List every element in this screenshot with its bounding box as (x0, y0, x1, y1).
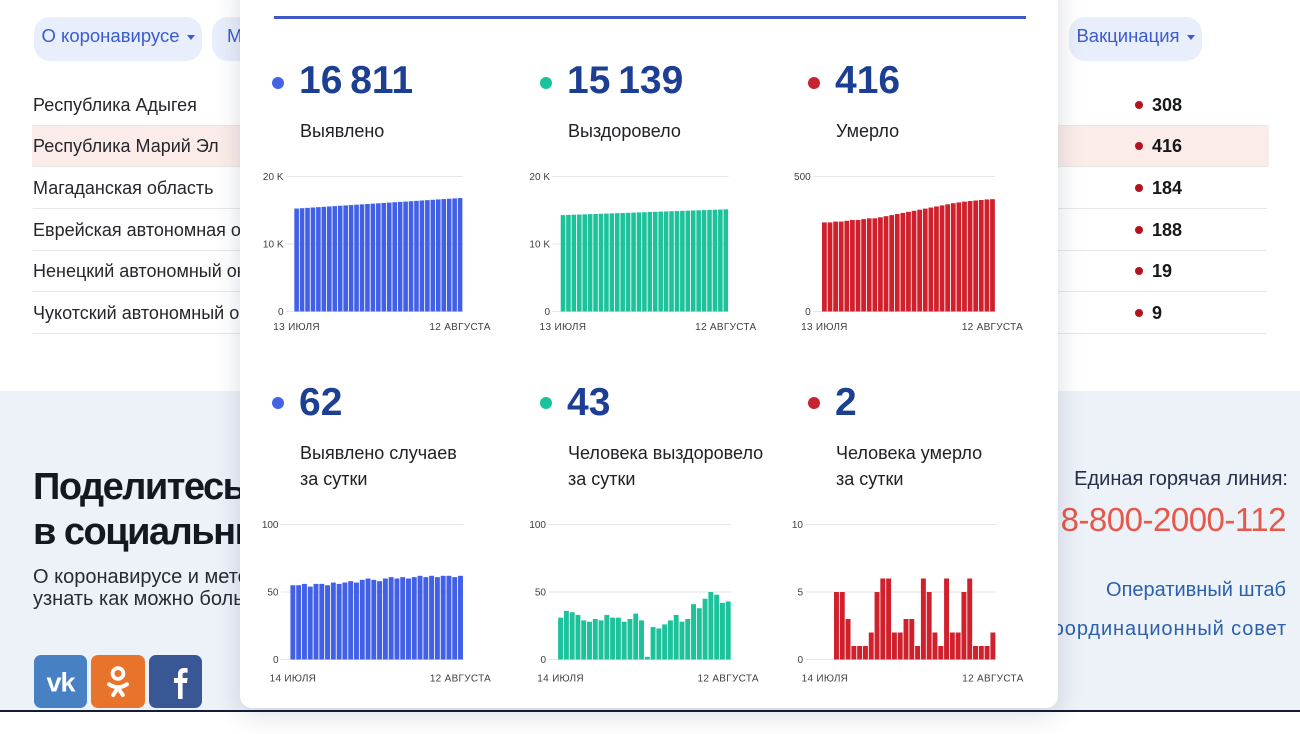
svg-text:12 АВГУСТА: 12 АВГУСТА (695, 322, 756, 333)
svg-text:12 АВГУСТА: 12 АВГУСТА (962, 322, 1023, 333)
svg-text:13 ИЮЛЯ: 13 ИЮЛЯ (540, 322, 587, 333)
svg-text:0: 0 (797, 655, 803, 666)
svg-text:20 K: 20 K (263, 172, 284, 183)
svg-text:20 K: 20 K (529, 172, 550, 183)
svg-text:12 АВГУСТА: 12 АВГУСТА (698, 673, 759, 684)
svg-text:100: 100 (529, 519, 546, 530)
svg-text:14 ИЮЛЯ: 14 ИЮЛЯ (802, 673, 849, 684)
svg-text:10 K: 10 K (263, 240, 284, 251)
svg-text:50: 50 (267, 587, 279, 598)
svg-text:0: 0 (278, 307, 284, 318)
svg-text:12 АВГУСТА: 12 АВГУСТА (429, 322, 490, 333)
svg-text:500: 500 (794, 172, 811, 183)
svg-text:0: 0 (540, 655, 546, 666)
svg-text:50: 50 (535, 587, 547, 598)
svg-text:14 ИЮЛЯ: 14 ИЮЛЯ (537, 673, 584, 684)
svg-text:10: 10 (792, 519, 804, 530)
svg-text:13 ИЮЛЯ: 13 ИЮЛЯ (273, 322, 320, 333)
svg-text:12 АВГУСТА: 12 АВГУСТА (430, 673, 491, 684)
svg-text:0: 0 (273, 655, 279, 666)
svg-text:vk: vk (46, 668, 76, 698)
svg-text:10 K: 10 K (529, 240, 550, 251)
svg-text:14 ИЮЛЯ: 14 ИЮЛЯ (270, 673, 317, 684)
svg-text:5: 5 (797, 587, 803, 598)
svg-text:12 АВГУСТА: 12 АВГУСТА (962, 673, 1023, 684)
svg-text:13 ИЮЛЯ: 13 ИЮЛЯ (801, 322, 848, 333)
svg-text:100: 100 (262, 519, 279, 530)
svg-text:0: 0 (544, 307, 550, 318)
svg-text:0: 0 (805, 307, 811, 318)
